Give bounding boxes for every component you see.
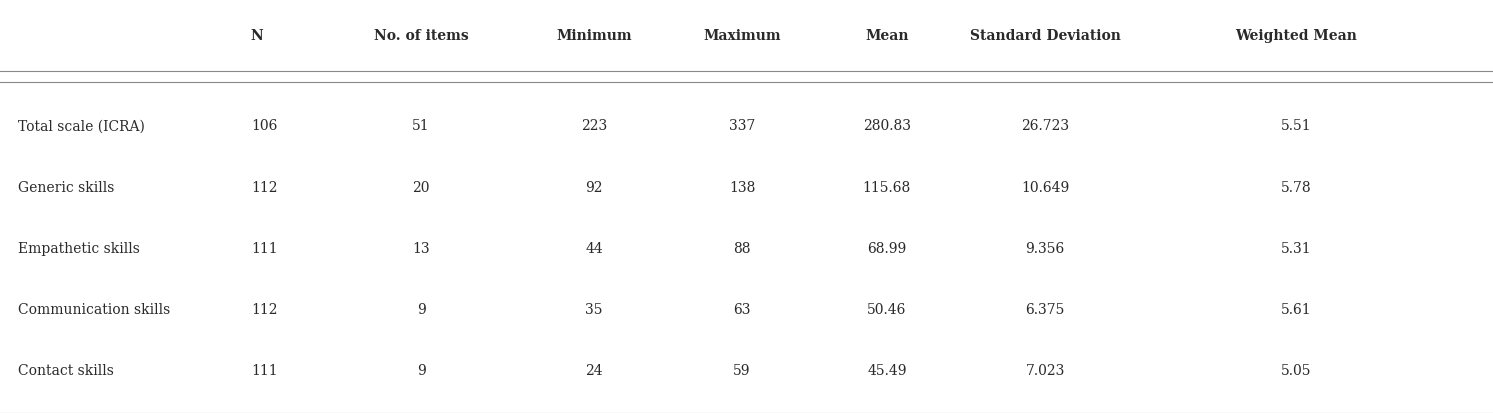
Text: 10.649: 10.649 <box>1021 180 1069 194</box>
Text: 112: 112 <box>251 302 278 316</box>
Text: 106: 106 <box>251 119 278 133</box>
Text: Total scale (ICRA): Total scale (ICRA) <box>18 119 145 133</box>
Text: 111: 111 <box>251 363 278 377</box>
Text: 111: 111 <box>251 241 278 255</box>
Text: 59: 59 <box>733 363 751 377</box>
Text: Empathetic skills: Empathetic skills <box>18 241 140 255</box>
Text: Contact skills: Contact skills <box>18 363 113 377</box>
Text: 35: 35 <box>585 302 603 316</box>
Text: Communication skills: Communication skills <box>18 302 170 316</box>
Text: 9: 9 <box>417 302 426 316</box>
Text: Maximum: Maximum <box>703 29 781 43</box>
Text: 44: 44 <box>585 241 603 255</box>
Text: 5.78: 5.78 <box>1281 180 1311 194</box>
Text: 138: 138 <box>729 180 755 194</box>
Text: 24: 24 <box>585 363 603 377</box>
Text: 13: 13 <box>412 241 430 255</box>
Text: 68.99: 68.99 <box>867 241 906 255</box>
Text: No. of items: No. of items <box>373 29 469 43</box>
Text: 223: 223 <box>581 119 608 133</box>
Text: 50.46: 50.46 <box>867 302 906 316</box>
Text: 45.49: 45.49 <box>867 363 906 377</box>
Text: 337: 337 <box>729 119 755 133</box>
Text: 7.023: 7.023 <box>1026 363 1065 377</box>
Text: 63: 63 <box>733 302 751 316</box>
Text: N: N <box>251 29 264 43</box>
Text: Mean: Mean <box>864 29 909 43</box>
Text: 5.61: 5.61 <box>1281 302 1311 316</box>
Text: 20: 20 <box>412 180 430 194</box>
Text: 51: 51 <box>412 119 430 133</box>
Text: 92: 92 <box>585 180 603 194</box>
Text: 280.83: 280.83 <box>863 119 911 133</box>
Text: 5.51: 5.51 <box>1281 119 1311 133</box>
Text: 5.05: 5.05 <box>1281 363 1311 377</box>
Text: 26.723: 26.723 <box>1021 119 1069 133</box>
Text: Generic skills: Generic skills <box>18 180 115 194</box>
Text: Standard Deviation: Standard Deviation <box>969 29 1121 43</box>
Text: 88: 88 <box>733 241 751 255</box>
Text: 9.356: 9.356 <box>1026 241 1065 255</box>
Text: 9: 9 <box>417 363 426 377</box>
Text: 115.68: 115.68 <box>863 180 911 194</box>
Text: 5.31: 5.31 <box>1281 241 1311 255</box>
Text: 112: 112 <box>251 180 278 194</box>
Text: 6.375: 6.375 <box>1026 302 1065 316</box>
Text: Weighted Mean: Weighted Mean <box>1235 29 1357 43</box>
Text: Minimum: Minimum <box>557 29 632 43</box>
